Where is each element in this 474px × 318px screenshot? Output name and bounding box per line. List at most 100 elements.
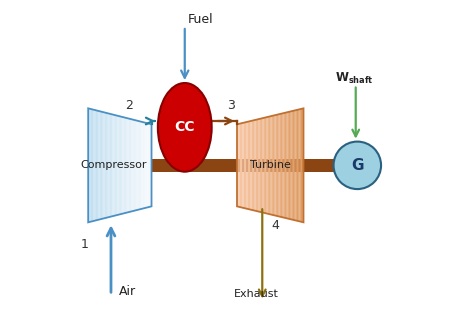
Ellipse shape	[158, 83, 212, 172]
Polygon shape	[245, 122, 246, 209]
Text: CC: CC	[174, 120, 195, 134]
Text: $\mathbf{W}_{\mathbf{shaft}}$: $\mathbf{W}_{\mathbf{shaft}}$	[335, 71, 374, 86]
Polygon shape	[121, 117, 122, 214]
Polygon shape	[141, 122, 143, 209]
Polygon shape	[109, 114, 111, 217]
Polygon shape	[106, 113, 107, 218]
Polygon shape	[294, 110, 295, 220]
Polygon shape	[92, 109, 93, 221]
Polygon shape	[120, 116, 121, 214]
Polygon shape	[125, 118, 126, 213]
Polygon shape	[258, 119, 260, 212]
Polygon shape	[116, 115, 118, 215]
Polygon shape	[282, 113, 283, 218]
Text: Fuel: Fuel	[188, 13, 214, 26]
Polygon shape	[134, 120, 135, 211]
Polygon shape	[300, 109, 301, 222]
Polygon shape	[274, 115, 275, 216]
Polygon shape	[133, 120, 134, 211]
Polygon shape	[101, 112, 102, 219]
Polygon shape	[94, 110, 96, 221]
Polygon shape	[100, 111, 101, 219]
Polygon shape	[128, 118, 129, 212]
Polygon shape	[288, 112, 289, 219]
Polygon shape	[145, 123, 146, 208]
Polygon shape	[252, 121, 253, 210]
Polygon shape	[277, 114, 278, 216]
Polygon shape	[139, 121, 140, 210]
Polygon shape	[292, 111, 293, 220]
Polygon shape	[113, 115, 115, 216]
Polygon shape	[240, 123, 241, 207]
Polygon shape	[130, 119, 131, 212]
Polygon shape	[137, 121, 139, 210]
Polygon shape	[302, 108, 303, 222]
Polygon shape	[129, 119, 130, 212]
Text: Compressor: Compressor	[80, 160, 147, 170]
Polygon shape	[253, 120, 254, 211]
Polygon shape	[143, 122, 144, 209]
Text: 1: 1	[81, 238, 89, 251]
Polygon shape	[268, 117, 269, 214]
Polygon shape	[237, 124, 238, 207]
Polygon shape	[118, 116, 120, 215]
Polygon shape	[88, 108, 90, 222]
Polygon shape	[289, 112, 290, 219]
Polygon shape	[262, 118, 264, 213]
Polygon shape	[265, 117, 266, 213]
Polygon shape	[280, 114, 281, 217]
Polygon shape	[275, 115, 277, 216]
Polygon shape	[105, 113, 106, 218]
Polygon shape	[91, 109, 92, 222]
Polygon shape	[93, 110, 94, 221]
Polygon shape	[97, 111, 98, 220]
Polygon shape	[295, 110, 297, 221]
Polygon shape	[266, 117, 268, 214]
Polygon shape	[140, 121, 141, 209]
Polygon shape	[297, 110, 298, 221]
Polygon shape	[272, 116, 273, 215]
Polygon shape	[146, 123, 148, 208]
Polygon shape	[102, 112, 103, 219]
Polygon shape	[135, 120, 137, 211]
Polygon shape	[144, 122, 145, 208]
Polygon shape	[269, 116, 270, 214]
Polygon shape	[281, 114, 282, 217]
Polygon shape	[150, 124, 152, 207]
Text: Turbine: Turbine	[250, 160, 291, 170]
Polygon shape	[126, 118, 128, 213]
Polygon shape	[131, 119, 133, 211]
Polygon shape	[107, 113, 109, 218]
Polygon shape	[290, 111, 292, 219]
Text: 2: 2	[126, 99, 133, 112]
FancyBboxPatch shape	[152, 159, 381, 172]
Text: 3: 3	[227, 99, 235, 112]
Polygon shape	[149, 124, 150, 207]
Text: G: G	[351, 158, 364, 173]
Polygon shape	[250, 121, 252, 210]
Polygon shape	[103, 112, 105, 218]
Polygon shape	[278, 114, 280, 217]
Polygon shape	[242, 123, 244, 208]
Polygon shape	[111, 114, 112, 217]
Polygon shape	[247, 121, 249, 209]
Polygon shape	[273, 115, 274, 215]
Polygon shape	[270, 116, 272, 215]
Polygon shape	[285, 113, 286, 218]
Text: 4: 4	[271, 219, 279, 232]
Polygon shape	[122, 117, 124, 214]
Polygon shape	[301, 109, 302, 222]
Polygon shape	[255, 120, 257, 211]
Polygon shape	[261, 118, 262, 212]
Polygon shape	[283, 113, 285, 218]
Polygon shape	[293, 111, 294, 220]
Polygon shape	[264, 118, 265, 213]
Polygon shape	[124, 117, 125, 213]
Polygon shape	[246, 122, 247, 209]
Polygon shape	[286, 112, 288, 218]
Polygon shape	[257, 119, 258, 211]
Polygon shape	[148, 123, 149, 207]
Polygon shape	[260, 119, 261, 212]
Polygon shape	[115, 115, 116, 216]
Polygon shape	[254, 120, 255, 211]
